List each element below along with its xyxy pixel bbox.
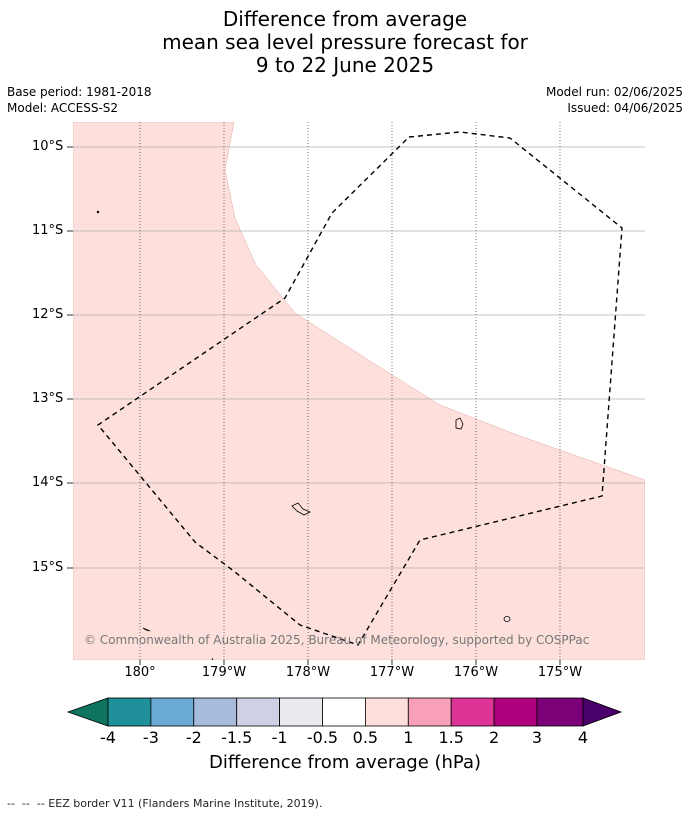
pressure-anomaly-area: [73, 122, 645, 660]
colorbar-tick-12: 4: [577, 728, 589, 747]
model-run: Model run: 02/06/2025: [545, 85, 683, 99]
colorbar-swatch-12: [536, 697, 584, 727]
base-period: Base period: 1981-2018: [7, 85, 152, 99]
issued-date: Issued: 04/06/2025: [567, 101, 683, 115]
island-center: [291, 502, 311, 516]
island-east: [455, 417, 464, 430]
colorbar-tick-4: -1.5: [221, 728, 253, 747]
lat-ticks: [67, 146, 73, 569]
title-line-3: 9 to 22 June 2025: [255, 53, 435, 77]
meta-right: Model run: 02/06/2025 Issued: 04/06/2025: [546, 84, 683, 116]
title-line-2: mean sea level pressure forecast for: [162, 30, 528, 54]
colorbar-tick-1: -4: [100, 728, 116, 747]
lon-label-175w: 175°W: [537, 665, 583, 680]
colorbar-swatch-13: [582, 697, 623, 727]
colorbar-swatch-2: [107, 697, 152, 727]
colorbar-swatch-4: [193, 697, 238, 727]
lat-label-15s: 15°S: [32, 560, 64, 575]
lon-ticks: [139, 660, 561, 665]
meta-left: Base period: 1981-2018 Model: ACCESS-S2: [7, 84, 152, 116]
lat-label-10s: 10°S: [32, 139, 64, 154]
colorbar-tick-10: 2: [489, 728, 500, 747]
lon-label-178w: 178°W: [285, 665, 331, 680]
colorbar-swatch-6: [279, 697, 323, 727]
title-line-1: Difference from average: [222, 7, 468, 31]
latitude-gridlines: [73, 146, 645, 569]
lon-label-176w: 176°W: [453, 665, 499, 680]
colorbar-tick-11: 3: [531, 728, 543, 747]
colorbar-tick-8: 1: [403, 728, 414, 747]
colorbar-swatch-5: [236, 697, 280, 727]
colorbar-tick-6: -0.5: [306, 728, 339, 747]
islands: [96, 210, 511, 660]
island-south: [503, 616, 511, 622]
colorbar-swatch-9: [407, 697, 452, 727]
eez-footnote: -- -- -- EEZ border V11 (Flanders Marine…: [7, 797, 323, 810]
lat-label-13s: 13°S: [32, 391, 64, 406]
colorbar-swatch-8: [364, 697, 409, 727]
copyright-notice: © Commonwealth of Australia 2025, Bureau…: [84, 633, 590, 647]
colorbar-swatch-11: [493, 697, 538, 727]
lon-label-180: 180°: [124, 665, 156, 680]
colorbar-tick-9: 1.5: [438, 728, 464, 747]
colorbar-tick-5: -1: [271, 728, 288, 747]
colorbar: [66, 697, 623, 727]
colorbar-swatch-10: [450, 697, 495, 727]
colorbar-label: Difference from average (hPa): [208, 752, 482, 773]
colorbar-tick-7: 0.5: [352, 728, 379, 747]
island-bottom: [211, 657, 214, 660]
colorbar-tick-3: -2: [185, 728, 202, 747]
lon-label-177w: 177°W: [369, 665, 415, 680]
map-panel: [73, 122, 645, 660]
colorbar-swatch-1: [66, 697, 109, 727]
colorbar-tick-2: -3: [142, 728, 159, 747]
lat-label-14s: 14°S: [32, 475, 64, 490]
model-name: Model: ACCESS-S2: [7, 101, 119, 115]
island-southwest: [142, 627, 151, 632]
island-tiny: [96, 210, 100, 214]
lon-label-179w: 179°W: [201, 665, 247, 680]
colorbar-swatch-3: [150, 697, 195, 727]
chart-title: Difference from average mean sea level p…: [0, 8, 690, 77]
lat-label-12s: 12°S: [32, 307, 64, 322]
colorbar-swatch-7: [322, 697, 366, 727]
lat-label-11s: 11°S: [32, 223, 64, 238]
